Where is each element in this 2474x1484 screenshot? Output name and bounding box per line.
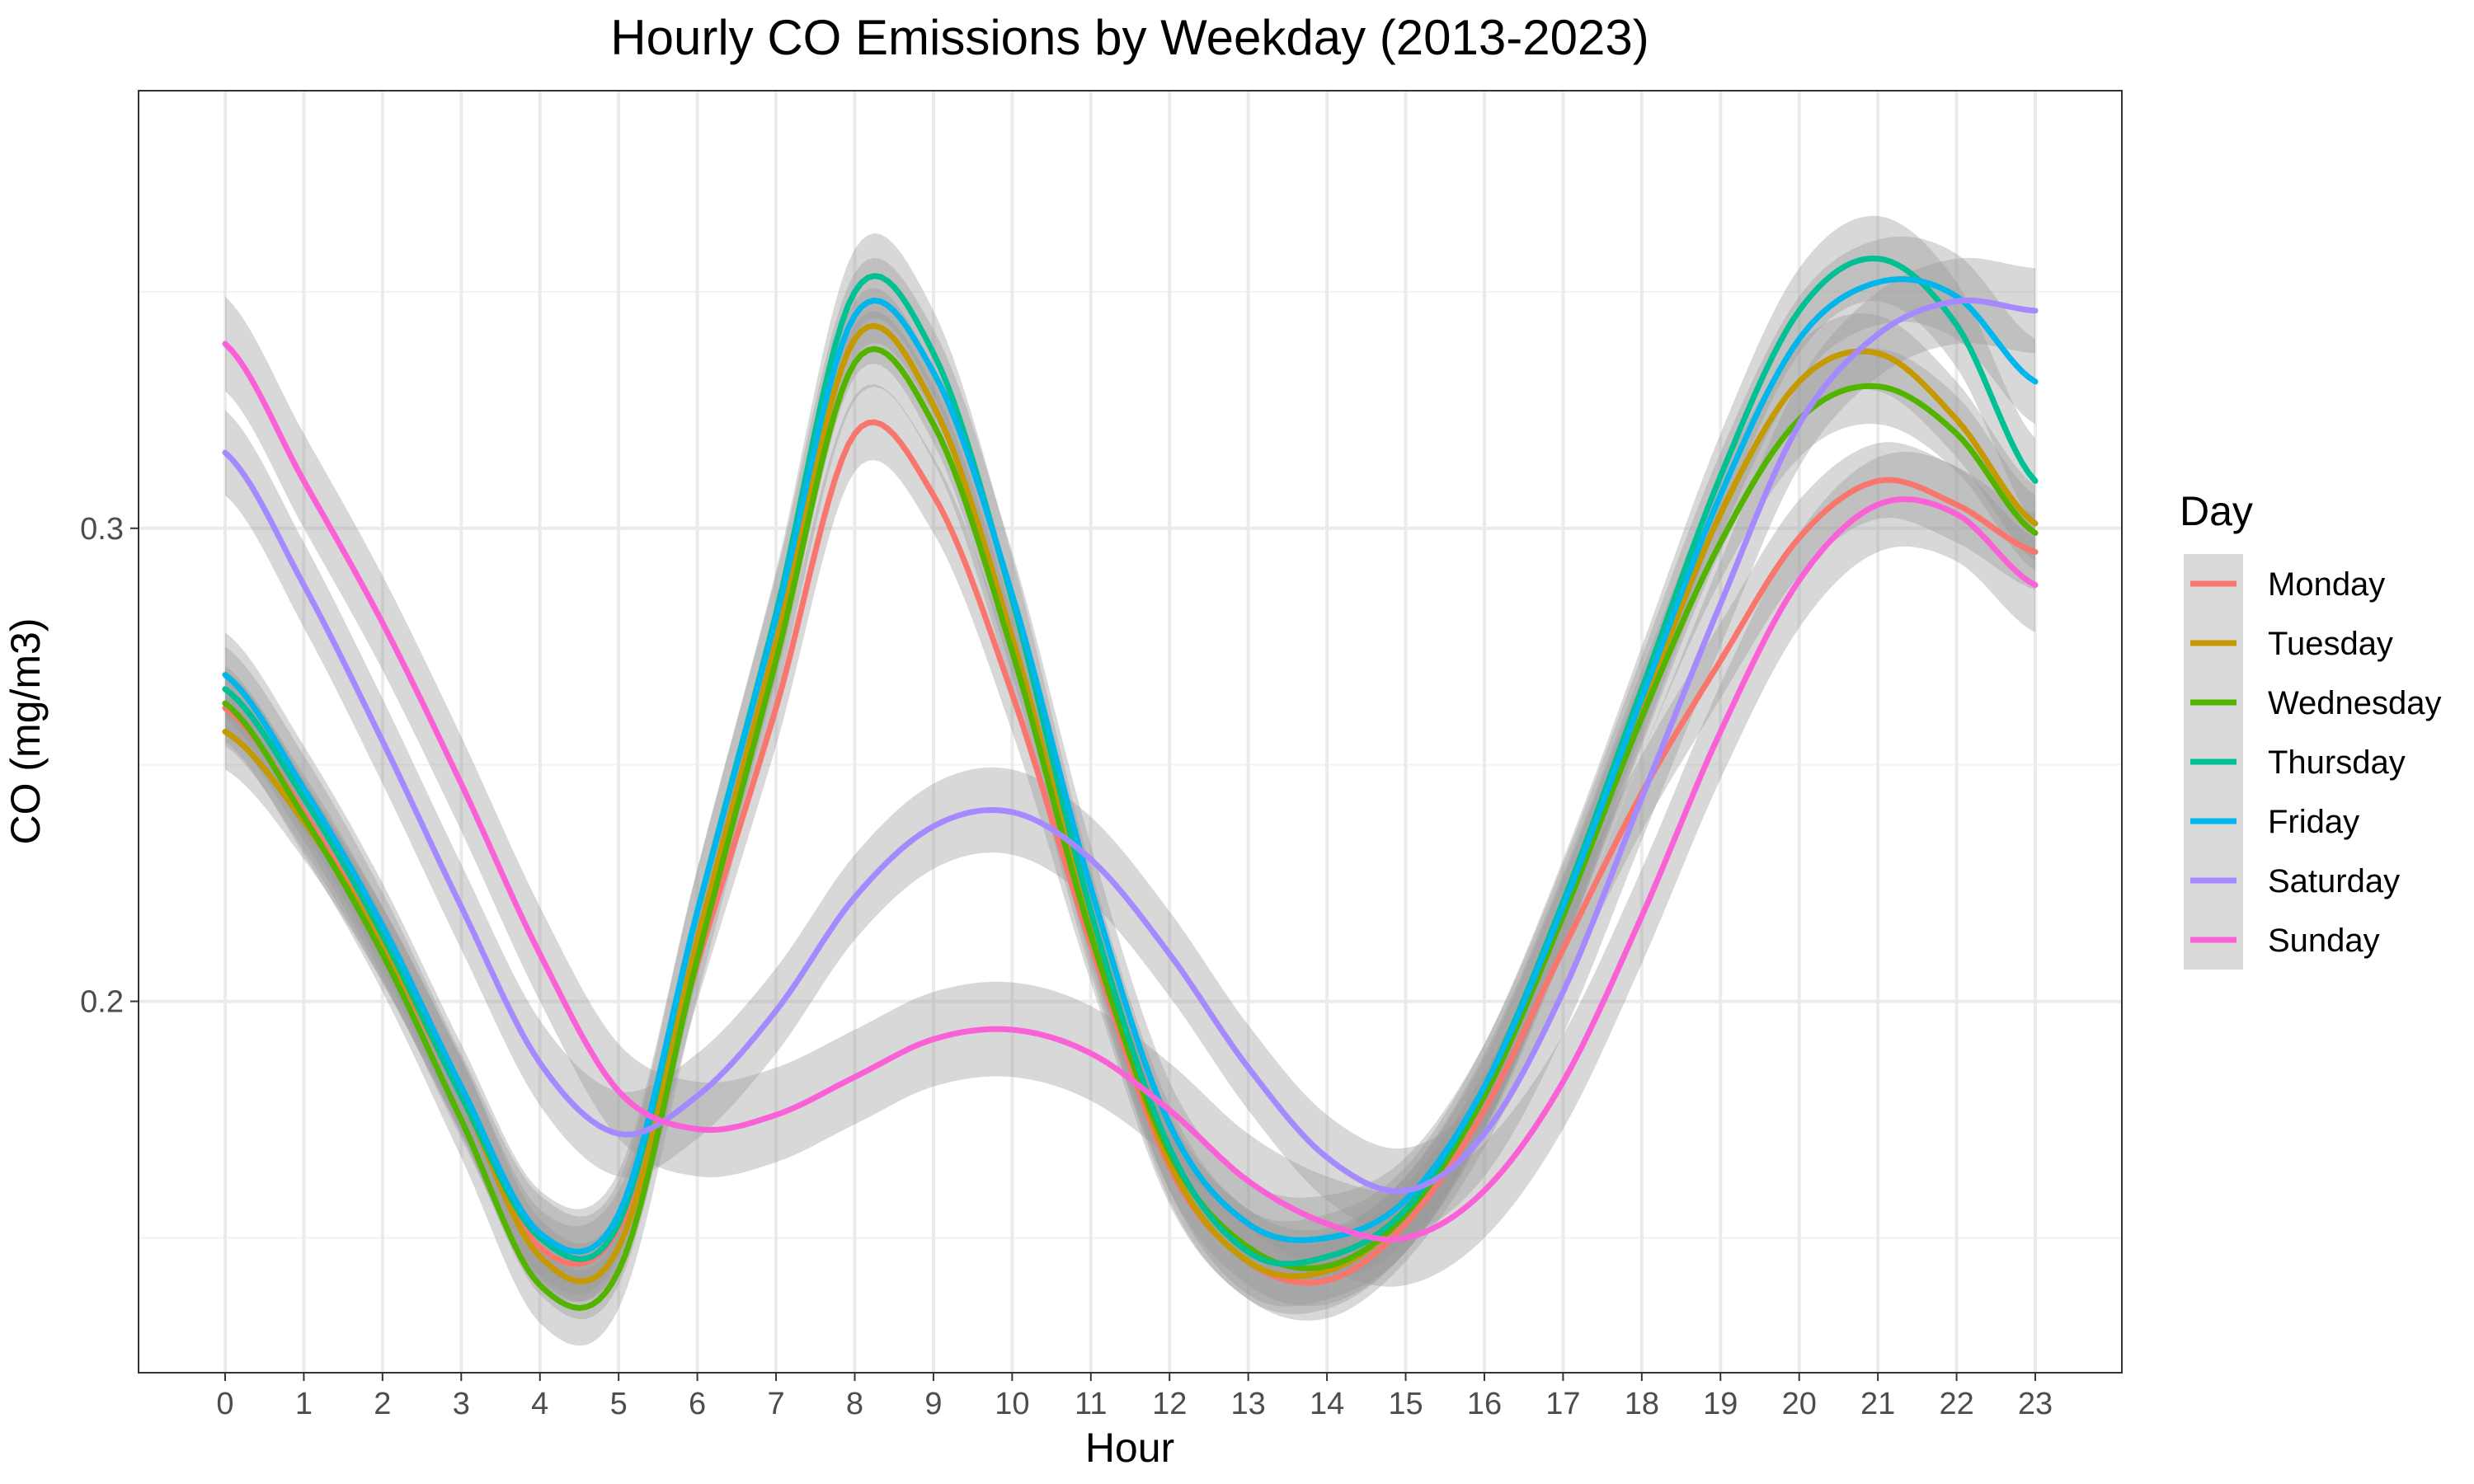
x-tick-label: 22 — [1939, 1387, 1973, 1421]
band-monday — [225, 384, 2035, 1321]
x-tick-label: 16 — [1467, 1387, 1502, 1421]
series-line-sunday — [222, 340, 2039, 1242]
plot-panel — [138, 90, 2123, 1374]
x-tick-label: 17 — [1545, 1387, 1580, 1421]
grid-minor — [139, 290, 2122, 1239]
x-tick-label: 7 — [767, 1387, 784, 1421]
x-tick-label: 15 — [1388, 1387, 1423, 1421]
x-tick-label: 12 — [1152, 1387, 1187, 1421]
x-axis-ticks: 0 1 2 3 4 5 6 7 8 9 10 11 12 13 14 15 16 17 18 19 20 21 22 23 — [216, 1373, 2053, 1421]
y-tick-label: 0.3 — [80, 512, 124, 547]
x-tick-label: 3 — [453, 1387, 470, 1421]
band-saturday — [225, 257, 2035, 1234]
legend-label-thursday: Thursday — [2268, 744, 2406, 781]
x-tick-label: 6 — [689, 1387, 706, 1421]
x-tick-label: 14 — [1310, 1387, 1344, 1421]
panel-background — [139, 91, 2122, 1373]
y-axis-title: CO (mg/m3) — [2, 618, 49, 845]
x-tick-label: 19 — [1703, 1387, 1738, 1421]
x-tick-label: 4 — [531, 1387, 548, 1421]
series-line-friday — [222, 276, 2039, 1255]
x-tick-label: 10 — [995, 1387, 1029, 1421]
grid-major — [139, 91, 2122, 1373]
series-line-saturday — [222, 297, 2039, 1195]
x-tick-label: 21 — [1860, 1387, 1895, 1421]
series-lines — [222, 256, 2039, 1311]
x-axis-title: Hour — [1085, 1425, 1174, 1471]
x-tick-label: 8 — [846, 1387, 863, 1421]
series-line-monday — [222, 419, 2039, 1286]
legend-label-saturday: Saturday — [2268, 863, 2400, 899]
x-tick-label: 9 — [924, 1387, 942, 1421]
x-tick-label: 18 — [1625, 1387, 1659, 1421]
band-wednesday — [225, 311, 2035, 1346]
x-tick-label: 23 — [2018, 1387, 2053, 1421]
series-line-thursday — [222, 256, 2039, 1267]
panel-border — [138, 90, 2123, 1374]
y-axis-ticks: 0.2 0.3 — [80, 512, 139, 1020]
x-tick-label: 1 — [295, 1387, 313, 1421]
legend-title: Day — [2180, 488, 2253, 534]
legend-label-sunday: Sunday — [2268, 923, 2380, 959]
chart-title: Hourly CO Emissions by Weekday (2013-202… — [610, 10, 1649, 65]
legend-label-wednesday: Wednesday — [2268, 685, 2442, 721]
x-tick-label: 0 — [216, 1387, 233, 1421]
y-tick-label: 0.2 — [80, 985, 124, 1020]
legend-items: Monday Tuesday Wednesday Thursday Friday Satu… — [2184, 554, 2442, 970]
x-tick-label: 2 — [374, 1387, 391, 1421]
series-line-wednesday — [222, 345, 2039, 1311]
legend: Day Monday Tuesday Wednesday Thursday Friday… — [2180, 488, 2442, 970]
x-tick-label: 13 — [1231, 1387, 1266, 1421]
legend-label-friday: Friday — [2268, 804, 2359, 840]
x-tick-label: 11 — [1075, 1387, 1107, 1421]
legend-label-monday: Monday — [2268, 566, 2385, 603]
x-tick-label: 20 — [1782, 1387, 1817, 1421]
x-tick-label: 5 — [610, 1387, 628, 1421]
legend-label-tuesday: Tuesday — [2268, 626, 2393, 662]
